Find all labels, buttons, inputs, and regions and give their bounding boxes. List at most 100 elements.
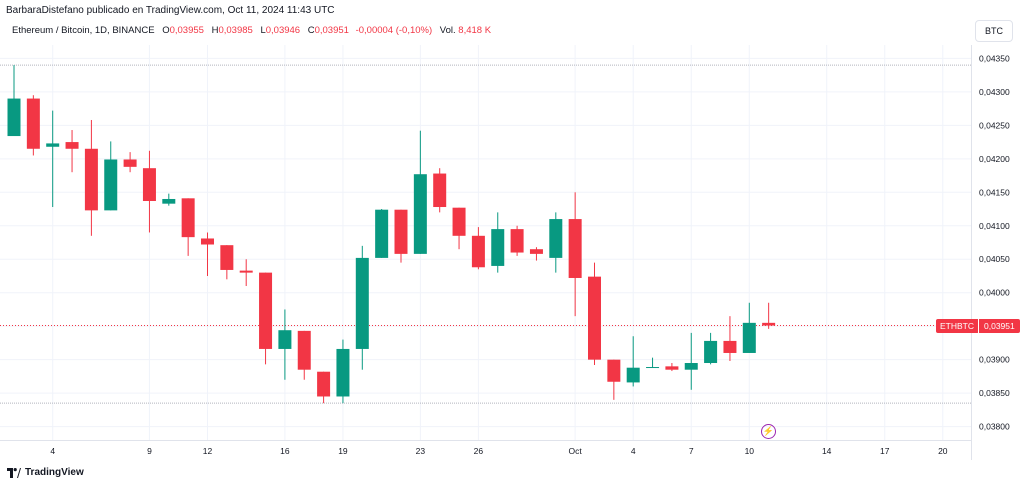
candle-body	[413, 174, 427, 254]
x-tick-label: 26	[474, 446, 484, 456]
candle-body	[84, 148, 98, 211]
candle	[181, 198, 195, 256]
candle	[278, 309, 292, 380]
symbol-legend: Ethereum / Bitcoin, 1D, BINANCE O0,03955…	[12, 25, 491, 36]
candle-body	[278, 330, 292, 349]
candle	[433, 168, 447, 213]
candle-body	[665, 366, 679, 370]
candle-body	[723, 340, 737, 353]
y-tick-label: 0,04150	[979, 187, 1010, 197]
close-label: C	[307, 25, 315, 36]
x-tick-label: Oct	[569, 446, 583, 456]
grid-lines	[0, 45, 971, 440]
candle	[491, 212, 505, 273]
candle-body	[588, 276, 601, 360]
candle-body	[626, 367, 640, 383]
close-value: 0,03951	[314, 25, 349, 36]
candle	[123, 152, 137, 173]
candle	[665, 363, 679, 372]
y-tick-label: 0,04100	[979, 221, 1010, 231]
y-tick-label: 0,03850	[979, 388, 1010, 398]
volume-label: Vol.	[439, 25, 456, 36]
x-axis-ticks: 4 9 12 16 19 23 26 Oct 4 7 10 14 17 20	[50, 446, 947, 456]
candle-body	[394, 209, 408, 254]
candle	[723, 316, 737, 361]
candle	[684, 332, 698, 390]
candle	[220, 245, 234, 280]
published-caption: BarbaraDistefano publicado en TradingVie…	[6, 5, 335, 16]
x-tick-label: 20	[938, 446, 948, 456]
candle	[259, 272, 273, 365]
x-tick-label: 16	[280, 446, 290, 456]
candle-body	[607, 359, 621, 382]
y-tick-label: 0,03900	[979, 355, 1010, 365]
tradingview-logo: TradingView	[7, 467, 84, 478]
candle	[26, 95, 40, 156]
time-axis-divider	[0, 440, 971, 441]
candle-body	[142, 168, 156, 201]
x-tick-label: 12	[203, 446, 213, 456]
candle	[7, 65, 21, 137]
symbol-name: Ethereum / Bitcoin, 1D, BINANCE	[12, 25, 155, 36]
candle	[549, 212, 563, 273]
candle-body	[7, 98, 21, 137]
lightning-icon[interactable]: ⚡	[761, 424, 776, 439]
tradingview-logo-text: TradingView	[25, 467, 84, 478]
candle	[297, 330, 311, 380]
candle-body	[162, 198, 176, 204]
candle	[142, 150, 156, 233]
candle-body	[704, 340, 718, 364]
candle	[742, 302, 756, 353]
x-tick-label: 14	[822, 446, 832, 456]
candle	[162, 193, 176, 206]
candle	[607, 359, 621, 400]
candle-body	[65, 142, 79, 149]
candle	[588, 262, 601, 366]
candle-body	[433, 173, 447, 208]
candle	[46, 110, 60, 208]
candle	[201, 232, 214, 276]
high-value: 0,03985	[218, 25, 253, 36]
candle-body	[259, 272, 273, 349]
candle-body	[646, 367, 660, 369]
tradingview-logo-icon	[7, 467, 21, 478]
candle	[317, 371, 331, 404]
price-axis-divider	[971, 45, 972, 460]
candle-body	[181, 198, 195, 238]
price-label-symbol: ETHBTC	[936, 318, 978, 333]
candle-body	[510, 229, 524, 253]
x-tick-label: 9	[147, 446, 152, 456]
y-tick-label: 0,04000	[979, 288, 1010, 298]
y-axis-ticks: 0,038000,038500,039000,039500,040000,040…	[979, 53, 1010, 431]
y-tick-label: 0,04050	[979, 254, 1010, 264]
candle	[336, 339, 350, 404]
x-tick-label: 7	[689, 446, 694, 456]
candle	[646, 357, 660, 369]
candle-body	[762, 322, 776, 326]
candle-body	[684, 363, 698, 370]
candle	[413, 130, 427, 254]
candle-body	[355, 257, 369, 349]
candle-body	[491, 229, 505, 266]
x-tick-label: 4	[631, 446, 636, 456]
candle	[510, 225, 524, 256]
candle-body	[529, 249, 543, 254]
candle-body	[742, 322, 756, 353]
candle	[452, 207, 466, 250]
candle-body	[471, 235, 485, 268]
high-label: H	[211, 25, 219, 36]
candle	[239, 259, 253, 287]
candle-body	[336, 348, 350, 397]
candle-body	[201, 238, 214, 245]
candles-layer	[7, 65, 776, 404]
candle-body	[317, 371, 331, 397]
candle-body	[123, 159, 137, 167]
open-value: 0,03955	[169, 25, 204, 36]
x-tick-label: 23	[416, 446, 426, 456]
candle-body	[46, 143, 60, 147]
x-tick-label: 4	[50, 446, 55, 456]
currency-button[interactable]: BTC	[975, 20, 1013, 42]
open-label: O	[162, 25, 170, 36]
candle	[394, 209, 408, 263]
